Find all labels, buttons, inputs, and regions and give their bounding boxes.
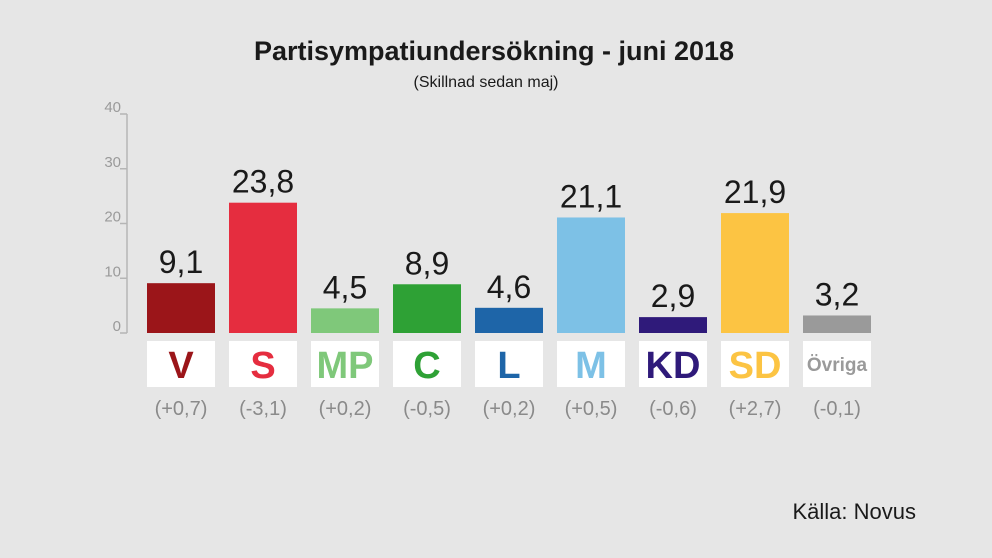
party-label: S xyxy=(250,345,275,387)
party-label: L xyxy=(497,345,520,387)
change-labels: (+0,7) (-3,1) (+0,2) (-0,5) (+0,2) (+0,5) (-0,… xyxy=(155,398,861,420)
party-label-box xyxy=(229,341,297,387)
value-labels: 9,1 23,8 4,5 8,9 4,6 21,1 2,9 21,9 3,2 xyxy=(159,164,859,314)
change-label: (+0,5) xyxy=(565,398,618,420)
party-label: V xyxy=(168,345,194,387)
party-label: KD xyxy=(646,345,701,387)
change-label: (-0,6) xyxy=(649,398,697,420)
value-label: 8,9 xyxy=(405,245,449,281)
change-label: (+2,7) xyxy=(729,398,782,420)
y-tick-label: 30 xyxy=(104,154,121,171)
change-label: (+0,7) xyxy=(155,398,208,420)
value-label: 9,1 xyxy=(159,244,203,280)
y-tick-label: 20 xyxy=(104,209,121,226)
party-label: SD xyxy=(729,345,782,387)
bar-mp xyxy=(311,308,379,333)
value-label: 23,8 xyxy=(232,164,294,200)
bar-sd xyxy=(721,213,789,333)
source-label: Källa: Novus xyxy=(792,499,916,524)
party-label-box xyxy=(393,341,461,387)
bar-övriga xyxy=(803,315,871,333)
party-label-box xyxy=(475,341,543,387)
party-label: MP xyxy=(317,345,374,387)
value-label: 3,2 xyxy=(815,276,859,312)
bar-v xyxy=(147,283,215,333)
y-tick-label: 10 xyxy=(104,263,121,280)
party-label-box xyxy=(639,341,707,387)
change-label: (-0,1) xyxy=(813,398,861,420)
bar-s xyxy=(229,202,297,333)
value-label: 21,1 xyxy=(560,178,622,214)
y-axis: 0 10 20 30 40 xyxy=(104,99,127,335)
bar-c xyxy=(393,284,461,333)
chart-title: Partisympatiundersökning - juni 2018 xyxy=(254,36,734,66)
bar-kd xyxy=(639,317,707,333)
bars xyxy=(147,202,871,333)
bar-l xyxy=(475,307,543,333)
y-tick-label: 0 xyxy=(113,318,121,335)
y-tick-label: 40 xyxy=(104,99,121,116)
change-label: (+0,2) xyxy=(319,398,372,420)
value-label: 21,9 xyxy=(724,174,786,210)
value-label: 2,9 xyxy=(651,278,695,314)
chart-subtitle: (Skillnad sedan maj) xyxy=(414,74,559,91)
change-label: (-3,1) xyxy=(239,398,287,420)
party-label-box xyxy=(557,341,625,387)
party-labels: V S MP C L M KD SD Övriga xyxy=(147,341,871,387)
value-label: 4,5 xyxy=(323,269,367,305)
party-label-box xyxy=(311,341,379,387)
party-label-box xyxy=(803,341,871,387)
party-label: Övriga xyxy=(807,355,868,376)
value-label: 4,6 xyxy=(487,269,531,305)
party-label-box xyxy=(147,341,215,387)
party-label: M xyxy=(575,345,607,387)
party-label: C xyxy=(413,345,440,387)
change-label: (-0,5) xyxy=(403,398,451,420)
party-label-box xyxy=(721,341,789,387)
change-label: (+0,2) xyxy=(483,398,536,420)
bar-m xyxy=(557,217,625,333)
